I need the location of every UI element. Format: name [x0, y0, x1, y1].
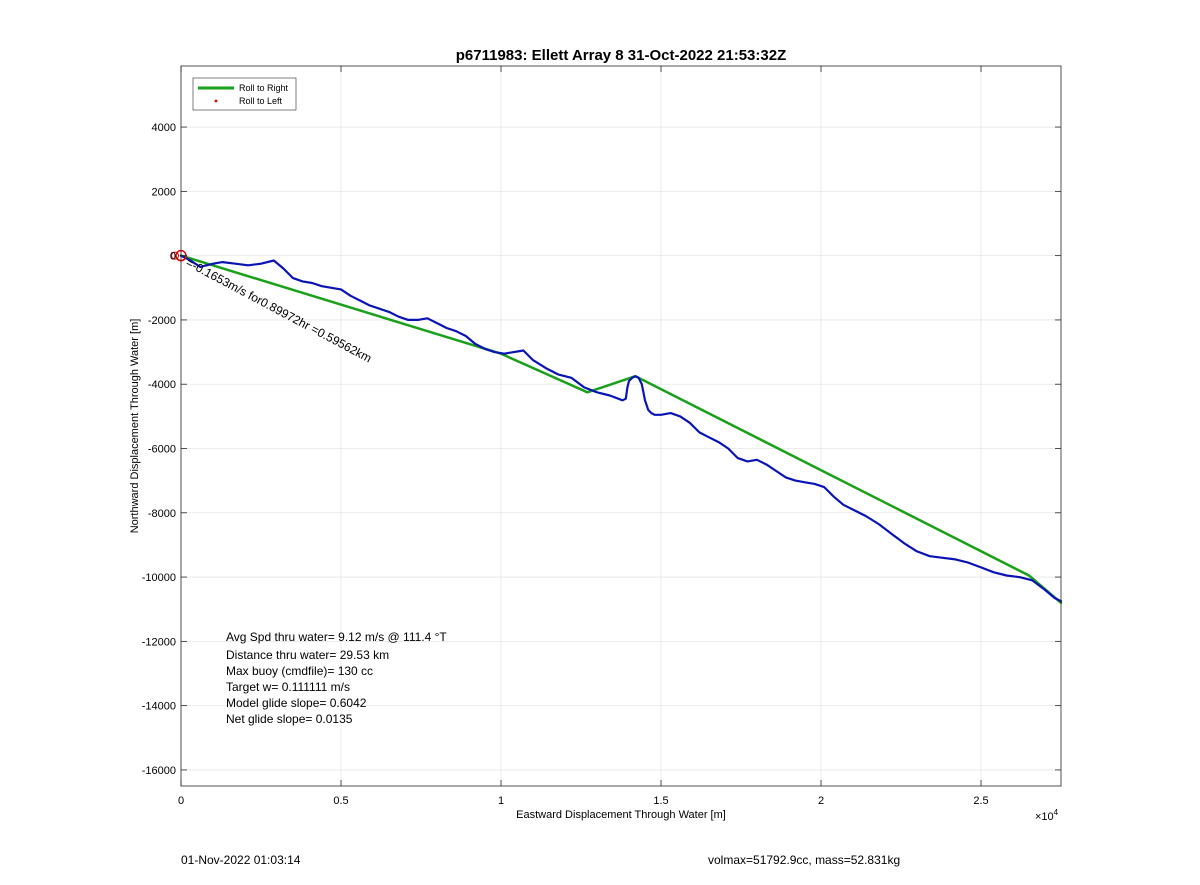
glider-path-track: [179, 254, 1063, 603]
stat-avg-speed: Avg Spd thru water= 9.12 m/s @ 111.4 °T: [226, 630, 447, 644]
x-tick-label: 1: [498, 795, 504, 807]
y-tick-labels: -16000 -14000 -12000 -10000 -8000 -6000 -4000 -…: [142, 122, 176, 777]
grid: [180, 66, 1061, 786]
y-tick-label: -2000: [148, 315, 176, 327]
y-tick-label: -14000: [142, 701, 176, 713]
y-tick-label: 4000: [152, 122, 176, 134]
stat-max-buoy: Max buoy (cmdfile)= 130 cc: [226, 664, 373, 678]
start-marker-ring: [171, 251, 179, 260]
y-axis-label: Northward Displacement Through Water [m]: [129, 319, 141, 534]
stat-target-w: Target w= 0.111111 m/s: [226, 680, 350, 694]
series-layer: [179, 254, 1063, 605]
x-tick-label: 2: [818, 795, 824, 807]
roll-right-track: [179, 254, 1063, 605]
footer-volume-mass: volmax=51792.9cc, mass=52.831kg: [708, 853, 900, 867]
legend-roll-left-label: Roll to Left: [239, 96, 283, 106]
chart-title: p6711983: Ellett Array 8 31-Oct-2022 21:…: [456, 47, 786, 64]
x-tick-labels: 0 0.5 1 1.5 2 2.5: [178, 795, 989, 807]
x-tick-label: 2.5: [973, 795, 988, 807]
axes-border: [180, 65, 1062, 787]
stat-model-glide: Model glide slope= 0.6042: [226, 696, 367, 710]
y-tick-label: 0: [170, 251, 176, 263]
y-tick-label: -6000: [148, 444, 176, 456]
legend-box: [192, 77, 297, 111]
x-tick-label: 0.5: [333, 795, 348, 807]
y-tick-label: 2000: [152, 186, 176, 198]
y-tick-label: -12000: [142, 636, 176, 648]
stats-block: Avg Spd thru water= 9.12 m/s @ 111.4 °T …: [226, 630, 447, 726]
tick-marks: [180, 66, 1061, 786]
x-axis-label: Eastward Displacement Through Water [m]: [516, 809, 726, 821]
x-multiplier-base: ×10: [1035, 811, 1054, 823]
x-multiplier-exponent: 4: [1054, 808, 1059, 817]
legend-roll-right-label: Roll to Right: [239, 83, 289, 93]
y-tick-label: -16000: [142, 765, 176, 777]
x-axis-multiplier: ×104: [1035, 808, 1059, 823]
footer-timestamp: 01-Nov-2022 01:03:14: [181, 853, 301, 867]
stat-net-glide: Net glide slope= 0.0135: [226, 712, 353, 726]
legend-roll-left-swatch: [214, 99, 218, 103]
y-tick-label: -4000: [148, 379, 176, 391]
plot-area: [171, 65, 1063, 787]
y-tick-label: -8000: [148, 508, 176, 520]
x-tick-label: 0: [178, 795, 184, 807]
y-tick-label: -10000: [142, 572, 176, 584]
stat-distance: Distance thru water= 29.53 km: [226, 648, 389, 662]
axes-frame: [181, 66, 1061, 786]
legend: Roll to Right Roll to Left: [192, 77, 297, 111]
x-tick-label: 1.5: [653, 795, 668, 807]
